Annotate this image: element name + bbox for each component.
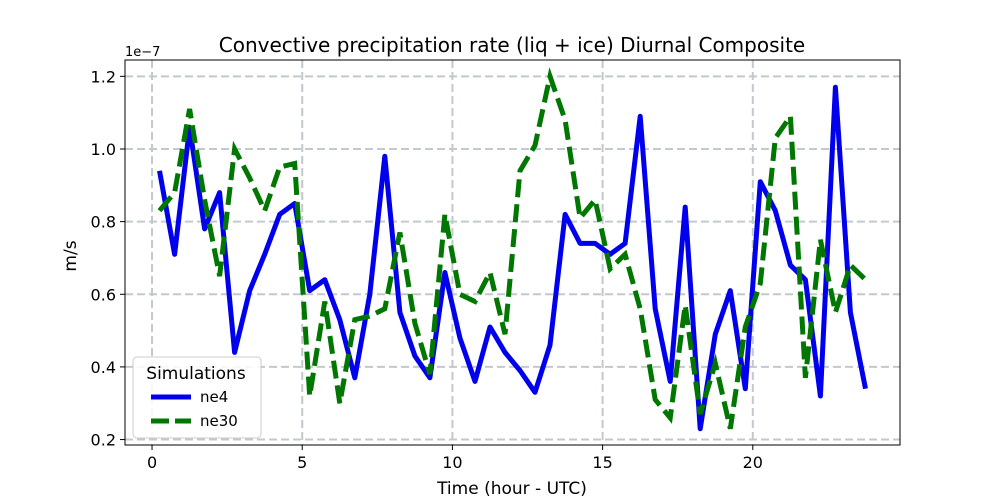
chart-title: Convective precipitation rate (liq + ice… [219,33,805,57]
ticks: 0 5 10 15 20 0.2 0.4 0.6 0.8 1.0 1.2 [91,67,763,472]
y-tick-label: 1.2 [91,67,116,86]
x-tick-label: 0 [147,453,157,472]
y-tick-label: 0.8 [91,213,116,232]
y-tick-label: 0.6 [91,285,116,304]
legend-label-ne30: ne30 [200,412,238,430]
legend-label-ne4: ne4 [200,388,228,406]
x-tick-label: 10 [442,453,462,472]
plot-frame [124,59,901,446]
y-tick-label: 1.0 [91,140,116,159]
x-axis-label: Time (hour - UTC) [436,479,587,499]
series-line-ne30 [157,67,868,430]
y-offset-label: 1e−7 [125,45,160,60]
legend-box [132,356,262,439]
y-tick-label: 0.4 [91,358,116,377]
y-axis-label: m/s [61,240,81,271]
x-tick-label: 20 [743,453,763,472]
legend-title: Simulations [146,364,246,384]
x-tick-label: 15 [592,453,612,472]
x-tick-label: 5 [297,453,307,472]
series-layer [157,67,868,432]
y-tick-label: 0.2 [91,431,116,450]
series-line-ne4 [157,84,868,432]
legend: Simulations ne4 ne30 [132,356,262,439]
